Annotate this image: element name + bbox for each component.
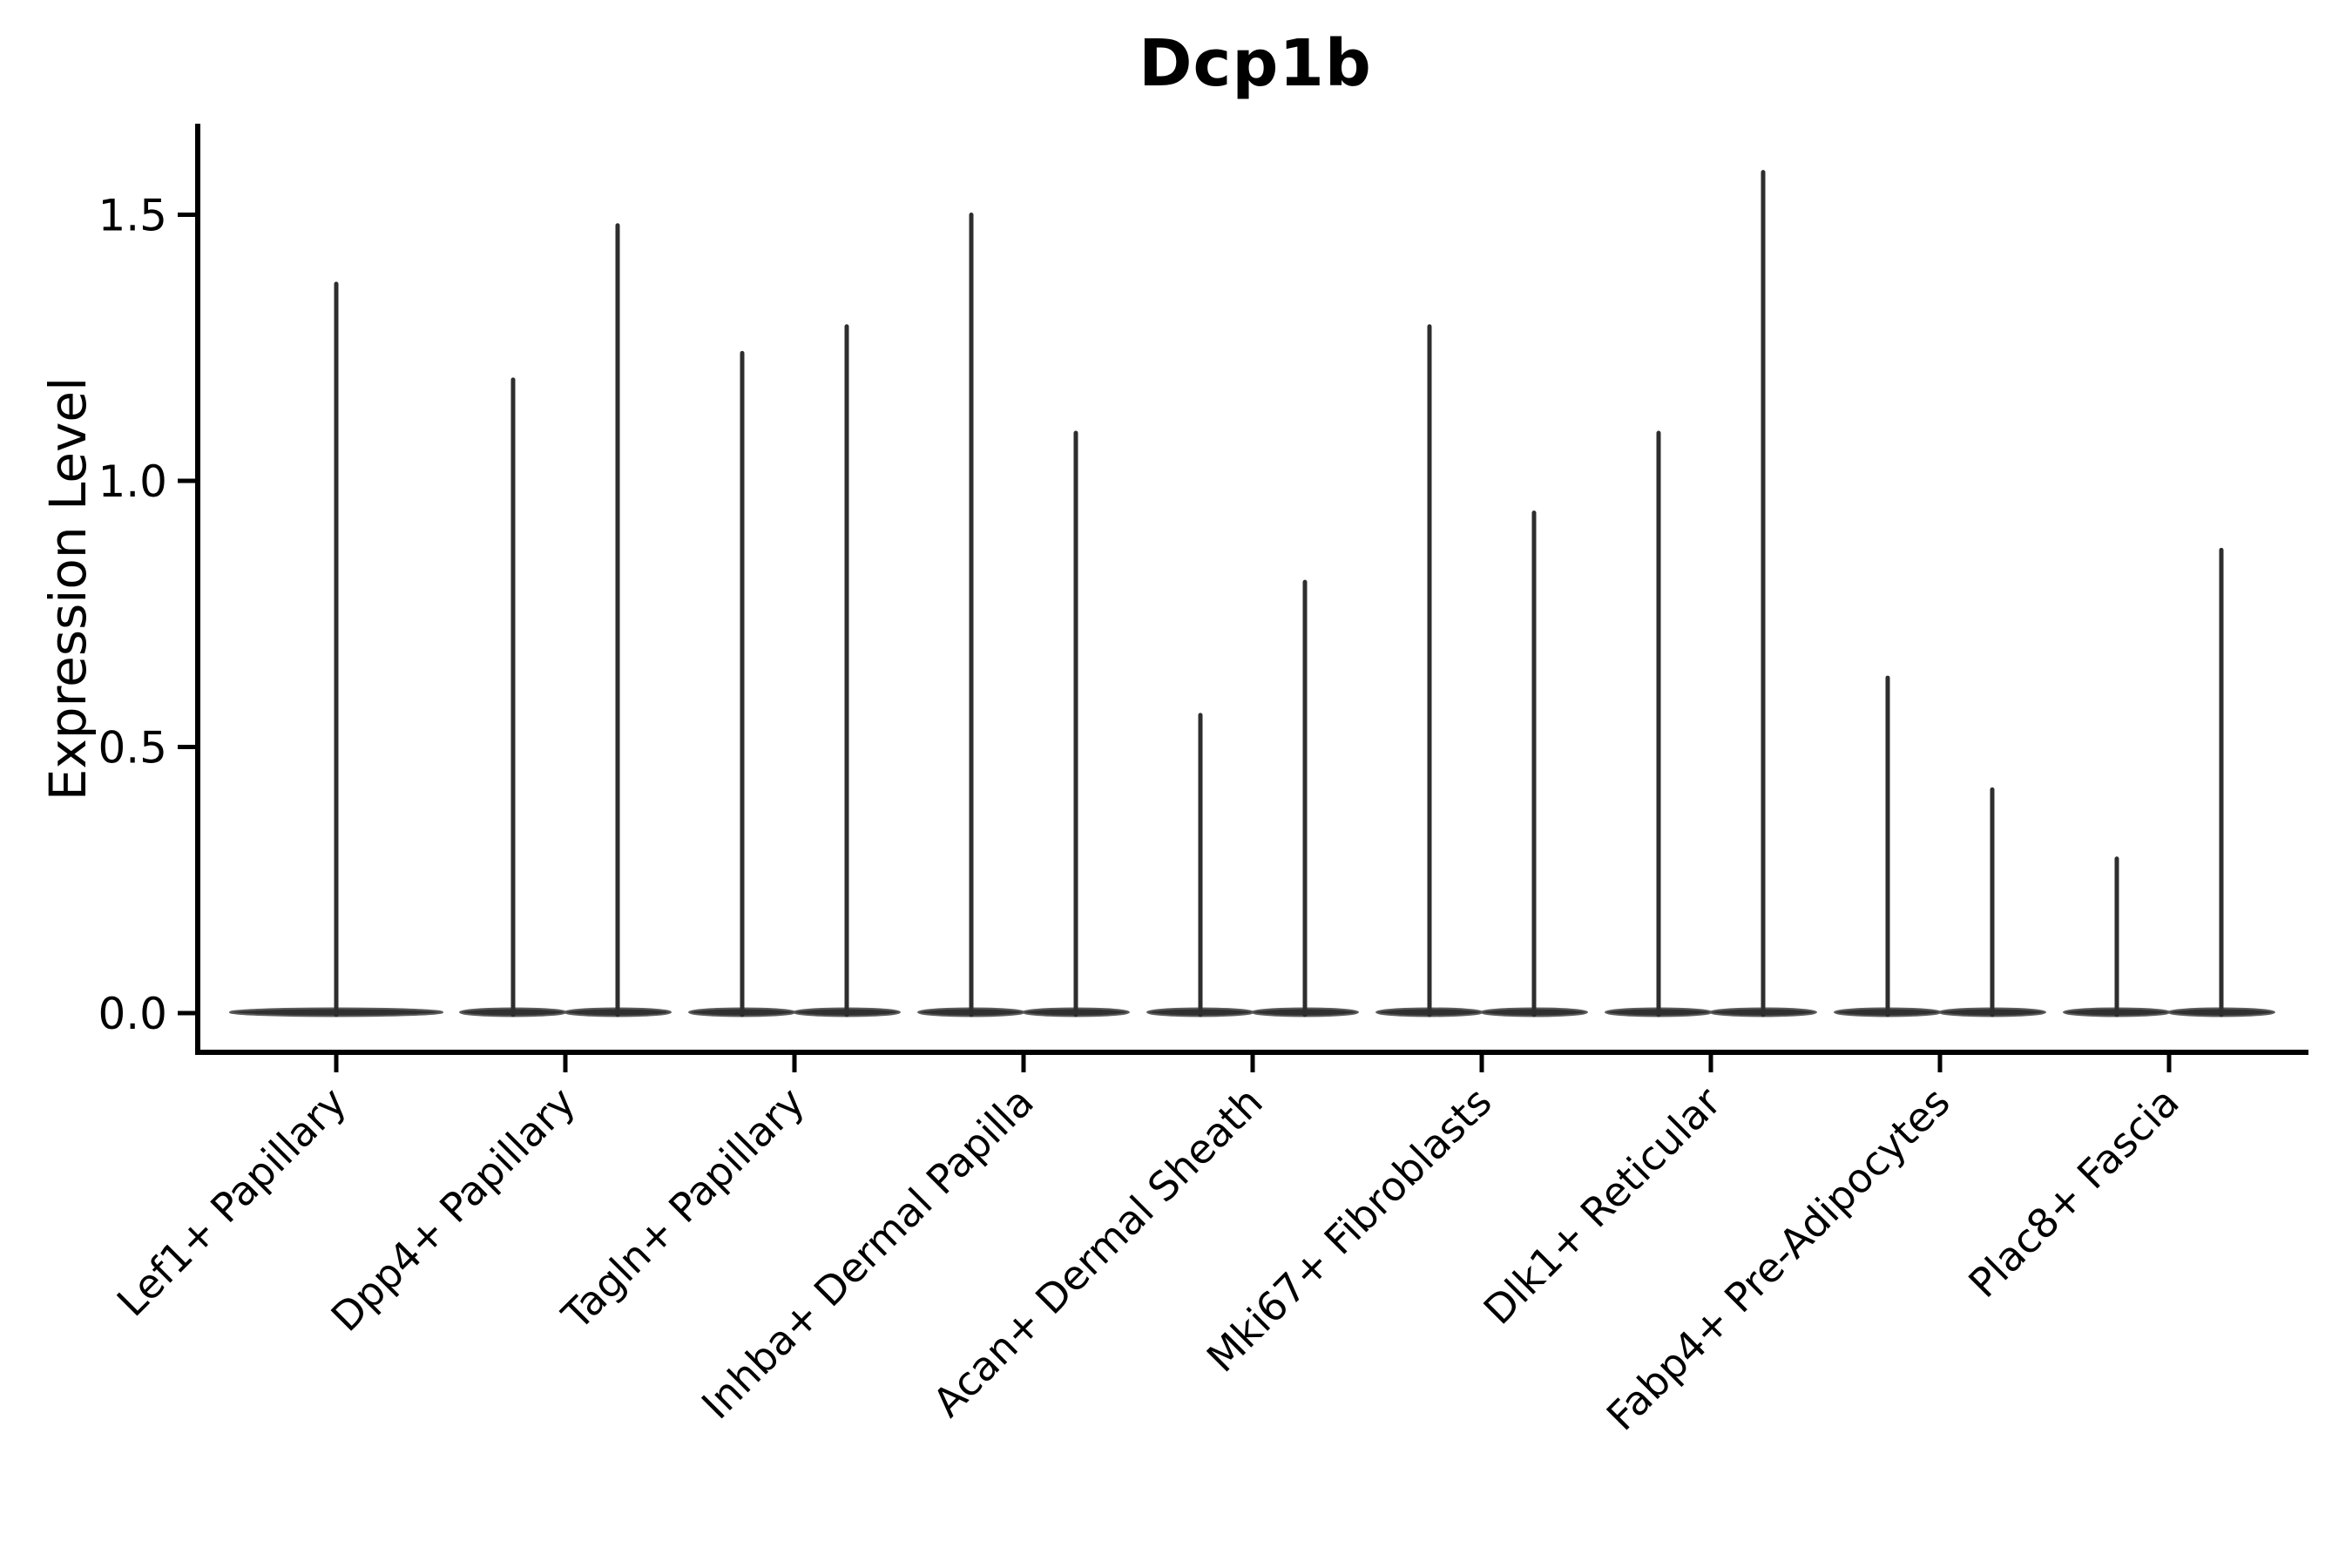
y-tick-label: 1.0	[98, 456, 167, 507]
chart-title: Dcp1b	[1139, 26, 1372, 101]
x-tick-label: Lef1+ Papillary	[108, 1078, 355, 1326]
y-tick-label: 1.5	[98, 191, 167, 241]
y-tick-label: 0.5	[98, 723, 167, 774]
x-tick-label: Tagln+ Papillary	[552, 1078, 814, 1340]
x-tick-label: Plac8+ Fascia	[1959, 1078, 2187, 1307]
x-tick-label: Dpp4+ Papillary	[322, 1078, 585, 1341]
x-tick-label: Dlk1+ Reticular	[1475, 1078, 1730, 1334]
y-tick-label: 0.0	[98, 989, 167, 1039]
